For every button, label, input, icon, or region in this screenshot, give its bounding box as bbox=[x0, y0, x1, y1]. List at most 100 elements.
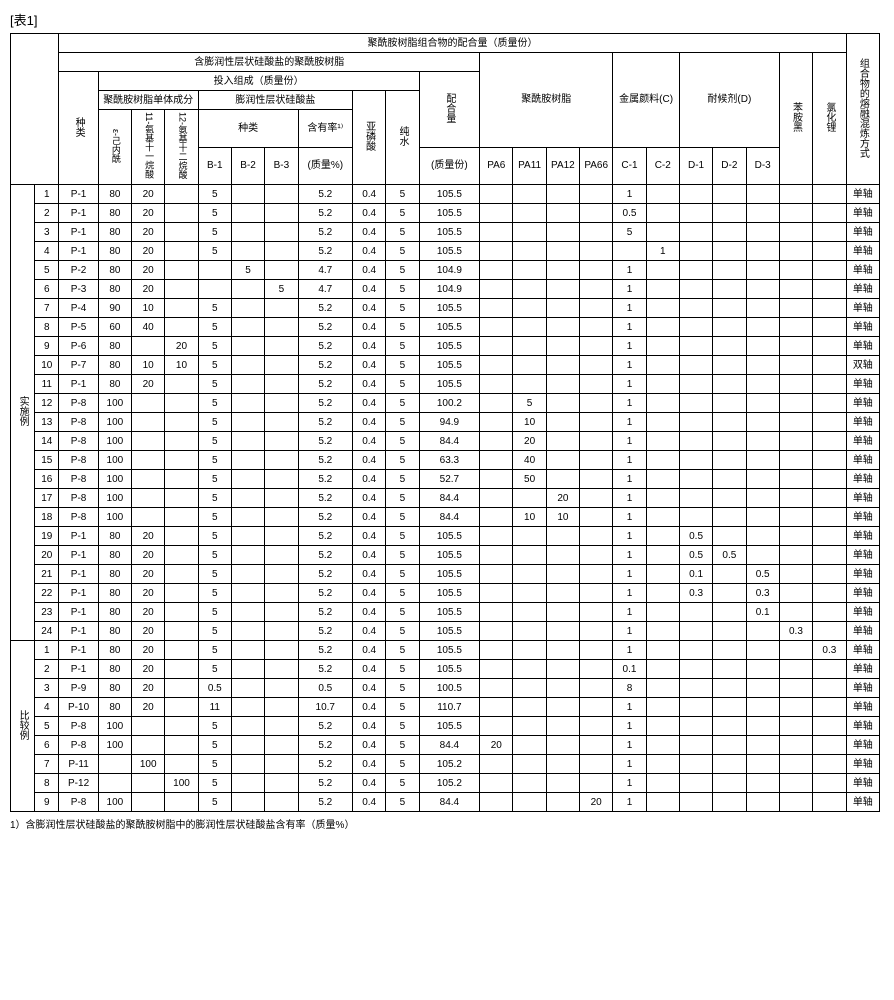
table-row: 19P-1802055.20.45105.510.5单轴 bbox=[11, 527, 880, 546]
row-kind: P-1 bbox=[59, 375, 98, 394]
row-kind: P-8 bbox=[59, 432, 98, 451]
table-row: 8P-5604055.20.45105.51单轴 bbox=[11, 318, 880, 337]
row-index: 23 bbox=[35, 603, 59, 622]
row-index: 19 bbox=[35, 527, 59, 546]
data-table: 聚酰胺树脂组合物的配合量（质量份）组合物的熔融混炼方式含膨润性层状硅酸盐的聚酰胺… bbox=[10, 33, 880, 812]
hdr-resin: 含膨润性层状硅酸盐的聚酰胺树脂 bbox=[59, 53, 480, 72]
row-index: 20 bbox=[35, 546, 59, 565]
table-row: 10P-780101055.20.45105.51双轴 bbox=[11, 356, 880, 375]
hdr-m2: 11-氨基十一烷酸 bbox=[143, 110, 153, 180]
row-kind: P-1 bbox=[59, 660, 98, 679]
row-index: 9 bbox=[35, 793, 59, 812]
table-row: 15P-810055.20.4563.3401单轴 bbox=[11, 451, 880, 470]
row-index: 1 bbox=[35, 185, 59, 204]
row-index: 8 bbox=[35, 774, 59, 793]
hdr-pa: 聚酰胺树脂 bbox=[480, 53, 613, 148]
hdr-comp: 投入组成（质量份） bbox=[98, 72, 419, 91]
table-row: 9P-810055.20.4584.4201单轴 bbox=[11, 793, 880, 812]
hdr-sil-rate: 含有率¹⁾ bbox=[298, 110, 352, 148]
hdr-phos: 亚磷酸 bbox=[364, 119, 375, 153]
row-kind: P-10 bbox=[59, 698, 98, 717]
group-label: 实施例 bbox=[11, 185, 35, 641]
row-index: 17 bbox=[35, 489, 59, 508]
hdr-m1: ε-己内酰 bbox=[110, 127, 120, 165]
row-kind: P-1 bbox=[59, 185, 98, 204]
col-D-2: D-2 bbox=[713, 147, 746, 185]
hdr-sil-kind: 种类 bbox=[198, 110, 298, 148]
col-C-2: C-2 bbox=[646, 147, 679, 185]
table-row: 20P-1802055.20.45105.510.50.5单轴 bbox=[11, 546, 880, 565]
row-index: 7 bbox=[35, 299, 59, 318]
row-kind: P-2 bbox=[59, 261, 98, 280]
row-index: 16 bbox=[35, 470, 59, 489]
table-row: 2P-1802055.20.45105.50.5单轴 bbox=[11, 204, 880, 223]
table-row: 5P-810055.20.45105.51单轴 bbox=[11, 717, 880, 736]
row-kind: P-1 bbox=[59, 565, 98, 584]
table-row: 4P-1802055.20.45105.51单轴 bbox=[11, 242, 880, 261]
row-kind: P-8 bbox=[59, 470, 98, 489]
row-index: 13 bbox=[35, 413, 59, 432]
row-kind: P-1 bbox=[59, 242, 98, 261]
table-row: 11P-1802055.20.45105.51单轴 bbox=[11, 375, 880, 394]
row-index: 10 bbox=[35, 356, 59, 375]
row-index: 5 bbox=[35, 261, 59, 280]
table-row: 7P-1110055.20.45105.21单轴 bbox=[11, 755, 880, 774]
table-row: 3P-1802055.20.45105.55单轴 bbox=[11, 223, 880, 242]
col-C-1: C-1 bbox=[613, 147, 646, 185]
hdr-mix: 组合物的熔融混炼方式 bbox=[857, 56, 868, 160]
col-PA11: PA11 bbox=[513, 147, 546, 185]
row-index: 24 bbox=[35, 622, 59, 641]
row-kind: P-9 bbox=[59, 679, 98, 698]
table-row: 14P-810055.20.4584.4201单轴 bbox=[11, 432, 880, 451]
row-index: 6 bbox=[35, 736, 59, 755]
row-kind: P-1 bbox=[59, 584, 98, 603]
row-kind: P-8 bbox=[59, 793, 98, 812]
row-kind: P-5 bbox=[59, 318, 98, 337]
table-row: 比较例1P-1802055.20.45105.510.3单轴 bbox=[11, 641, 880, 660]
hdr-rate-unit: (质量%) bbox=[298, 147, 352, 185]
hdr-licl: 氯化锂 bbox=[824, 100, 835, 134]
table-row: 实施例1P-1802055.20.45105.51单轴 bbox=[11, 185, 880, 204]
row-kind: P-4 bbox=[59, 299, 98, 318]
row-kind: P-8 bbox=[59, 717, 98, 736]
col-PA6: PA6 bbox=[480, 147, 513, 185]
hdr-pigment: 金属颜料(C) bbox=[613, 53, 680, 148]
footnote: 1）含膨润性层状硅酸盐的聚酰胺树脂中的膨润性层状硅酸盐含有率（质量%） bbox=[10, 816, 894, 831]
col-B-1: B-1 bbox=[198, 147, 231, 185]
row-kind: P-8 bbox=[59, 736, 98, 755]
row-index: 3 bbox=[35, 679, 59, 698]
table-row: 13P-810055.20.4594.9101单轴 bbox=[11, 413, 880, 432]
row-kind: P-8 bbox=[59, 508, 98, 527]
table-row: 6P-810055.20.4584.4201单轴 bbox=[11, 736, 880, 755]
hdr-monomer: 聚酰胺树脂单体成分 bbox=[98, 91, 198, 110]
row-index: 4 bbox=[35, 242, 59, 261]
col-PA12: PA12 bbox=[546, 147, 579, 185]
table-row: 17P-810055.20.4584.4201单轴 bbox=[11, 489, 880, 508]
table-row: 12P-810055.20.45100.251单轴 bbox=[11, 394, 880, 413]
row-index: 3 bbox=[35, 223, 59, 242]
row-kind: P-1 bbox=[59, 546, 98, 565]
row-kind: P-8 bbox=[59, 413, 98, 432]
table-row: 23P-1802055.20.45105.510.1单轴 bbox=[11, 603, 880, 622]
table-row: 5P-2802054.70.45104.91单轴 bbox=[11, 261, 880, 280]
row-kind: P-7 bbox=[59, 356, 98, 375]
row-kind: P-8 bbox=[59, 451, 98, 470]
row-index: 14 bbox=[35, 432, 59, 451]
hdr-aniline: 苯胺黑 bbox=[790, 100, 801, 134]
row-index: 2 bbox=[35, 204, 59, 223]
col-PA66: PA66 bbox=[580, 147, 613, 185]
col-D-1: D-1 bbox=[679, 147, 712, 185]
hdr-amt: 配合量 bbox=[419, 72, 480, 148]
row-index: 21 bbox=[35, 565, 59, 584]
group-label: 比较例 bbox=[11, 641, 35, 812]
row-index: 2 bbox=[35, 660, 59, 679]
row-index: 5 bbox=[35, 717, 59, 736]
row-kind: P-1 bbox=[59, 641, 98, 660]
table-row: 22P-1802055.20.45105.510.30.3单轴 bbox=[11, 584, 880, 603]
table-row: 3P-980200.50.50.45100.58单轴 bbox=[11, 679, 880, 698]
row-kind: P-1 bbox=[59, 527, 98, 546]
table-row: 6P-3802054.70.45104.91单轴 bbox=[11, 280, 880, 299]
row-index: 9 bbox=[35, 337, 59, 356]
row-kind: P-8 bbox=[59, 489, 98, 508]
row-kind: P-6 bbox=[59, 337, 98, 356]
